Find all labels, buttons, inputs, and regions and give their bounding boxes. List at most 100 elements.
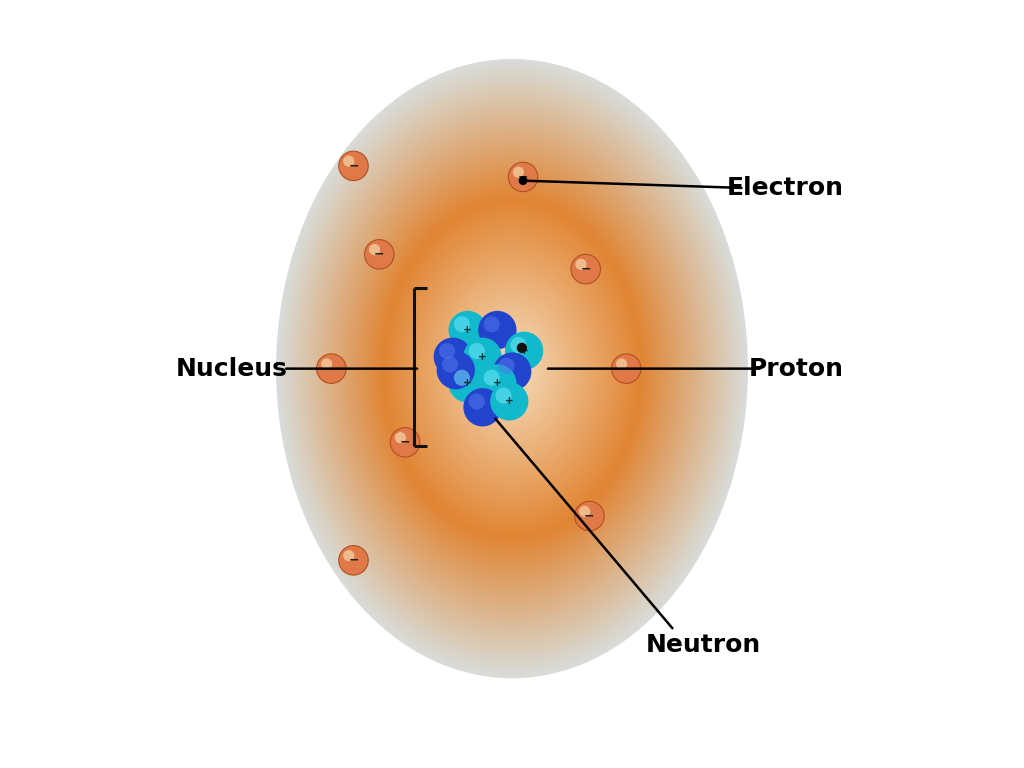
Ellipse shape bbox=[362, 173, 662, 564]
Circle shape bbox=[513, 167, 524, 178]
Ellipse shape bbox=[429, 260, 595, 477]
Ellipse shape bbox=[439, 273, 585, 464]
Text: +: + bbox=[505, 396, 514, 406]
Circle shape bbox=[395, 432, 406, 443]
Ellipse shape bbox=[356, 165, 668, 572]
Ellipse shape bbox=[317, 113, 707, 624]
Ellipse shape bbox=[292, 80, 732, 657]
Ellipse shape bbox=[296, 84, 728, 653]
Ellipse shape bbox=[394, 214, 630, 524]
Ellipse shape bbox=[329, 129, 695, 608]
Text: −: − bbox=[348, 160, 358, 172]
Ellipse shape bbox=[360, 170, 664, 568]
Circle shape bbox=[478, 364, 516, 402]
Ellipse shape bbox=[286, 72, 738, 665]
Ellipse shape bbox=[480, 327, 544, 410]
Ellipse shape bbox=[486, 335, 538, 402]
Circle shape bbox=[493, 353, 531, 391]
Circle shape bbox=[454, 316, 470, 333]
Ellipse shape bbox=[335, 137, 689, 601]
Ellipse shape bbox=[324, 121, 700, 617]
Ellipse shape bbox=[333, 134, 691, 604]
Ellipse shape bbox=[290, 77, 734, 660]
Circle shape bbox=[390, 428, 420, 457]
Ellipse shape bbox=[279, 61, 745, 676]
Ellipse shape bbox=[461, 302, 563, 435]
Circle shape bbox=[369, 244, 380, 255]
Text: +: + bbox=[493, 379, 502, 389]
Ellipse shape bbox=[437, 270, 587, 467]
Ellipse shape bbox=[398, 219, 626, 518]
Ellipse shape bbox=[476, 323, 548, 415]
Circle shape bbox=[490, 382, 528, 421]
Circle shape bbox=[518, 176, 527, 185]
Ellipse shape bbox=[313, 108, 711, 629]
Ellipse shape bbox=[345, 149, 679, 588]
Ellipse shape bbox=[400, 221, 624, 516]
Ellipse shape bbox=[367, 177, 657, 560]
Ellipse shape bbox=[453, 291, 571, 446]
Text: +: + bbox=[463, 379, 472, 389]
Text: Proton: Proton bbox=[749, 356, 844, 381]
Circle shape bbox=[517, 343, 527, 353]
Ellipse shape bbox=[378, 194, 646, 544]
Ellipse shape bbox=[482, 330, 542, 407]
Ellipse shape bbox=[467, 310, 557, 428]
Ellipse shape bbox=[473, 317, 551, 420]
Circle shape bbox=[499, 358, 514, 374]
Ellipse shape bbox=[365, 175, 659, 562]
Ellipse shape bbox=[422, 250, 602, 488]
Ellipse shape bbox=[416, 242, 608, 495]
Circle shape bbox=[508, 162, 538, 192]
Ellipse shape bbox=[358, 167, 666, 570]
Ellipse shape bbox=[375, 188, 649, 549]
Ellipse shape bbox=[307, 101, 717, 637]
Ellipse shape bbox=[384, 201, 640, 536]
Ellipse shape bbox=[500, 353, 524, 384]
Ellipse shape bbox=[284, 69, 740, 668]
Ellipse shape bbox=[351, 157, 673, 581]
Ellipse shape bbox=[309, 103, 715, 634]
Ellipse shape bbox=[451, 289, 573, 449]
Ellipse shape bbox=[347, 152, 677, 585]
Circle shape bbox=[433, 338, 472, 376]
Circle shape bbox=[449, 311, 486, 349]
Text: −: − bbox=[584, 510, 595, 522]
Ellipse shape bbox=[386, 204, 638, 534]
Text: Neutron: Neutron bbox=[646, 633, 761, 657]
Ellipse shape bbox=[424, 253, 600, 485]
Circle shape bbox=[436, 351, 475, 389]
Ellipse shape bbox=[427, 258, 597, 479]
Ellipse shape bbox=[352, 160, 672, 578]
Ellipse shape bbox=[475, 319, 549, 418]
Ellipse shape bbox=[499, 350, 525, 387]
Ellipse shape bbox=[373, 185, 651, 552]
Circle shape bbox=[339, 151, 369, 180]
Ellipse shape bbox=[493, 343, 531, 395]
Ellipse shape bbox=[459, 299, 565, 439]
Circle shape bbox=[322, 359, 332, 369]
Circle shape bbox=[611, 354, 641, 383]
Ellipse shape bbox=[331, 131, 693, 606]
Circle shape bbox=[580, 506, 590, 517]
Ellipse shape bbox=[298, 88, 726, 650]
Circle shape bbox=[442, 356, 458, 372]
Ellipse shape bbox=[382, 198, 642, 539]
Text: +: + bbox=[463, 325, 472, 335]
Circle shape bbox=[339, 545, 369, 575]
Ellipse shape bbox=[490, 340, 534, 397]
Text: Nucleus: Nucleus bbox=[176, 356, 288, 381]
Circle shape bbox=[478, 311, 516, 349]
Ellipse shape bbox=[510, 366, 514, 371]
Ellipse shape bbox=[305, 98, 719, 640]
Circle shape bbox=[469, 343, 484, 359]
Circle shape bbox=[316, 354, 346, 383]
Circle shape bbox=[616, 359, 627, 369]
Circle shape bbox=[574, 502, 604, 531]
Circle shape bbox=[510, 337, 526, 353]
Circle shape bbox=[343, 156, 354, 167]
Ellipse shape bbox=[328, 126, 696, 611]
Circle shape bbox=[505, 332, 544, 370]
Ellipse shape bbox=[488, 338, 536, 399]
Ellipse shape bbox=[418, 245, 606, 492]
